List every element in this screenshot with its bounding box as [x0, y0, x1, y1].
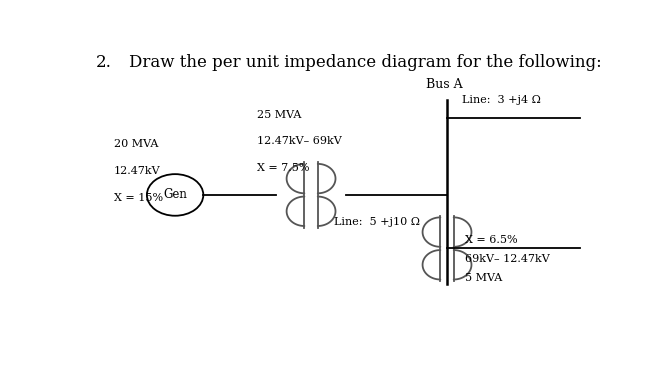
Text: 25 MVA: 25 MVA [257, 110, 302, 120]
Text: 12.47kV– 69kV: 12.47kV– 69kV [257, 136, 342, 146]
Text: Line:  5 +j10 Ω: Line: 5 +j10 Ω [334, 217, 420, 227]
Text: X = 15%: X = 15% [114, 193, 163, 203]
Text: 12.47kV: 12.47kV [114, 166, 160, 176]
Text: 20 MVA: 20 MVA [114, 139, 158, 149]
Text: Line:  3 +j4 Ω: Line: 3 +j4 Ω [462, 95, 542, 105]
Text: X = 7.5%: X = 7.5% [257, 163, 310, 173]
Text: Bus A: Bus A [426, 78, 463, 91]
Text: Gen: Gen [163, 188, 187, 201]
Text: Draw the per unit impedance diagram for the following:: Draw the per unit impedance diagram for … [129, 54, 602, 71]
Text: X = 6.5%: X = 6.5% [465, 235, 518, 244]
Text: 5 MVA: 5 MVA [465, 273, 502, 283]
Text: 2.: 2. [95, 54, 111, 71]
Text: 69kV– 12.47kV: 69kV– 12.47kV [465, 254, 549, 264]
